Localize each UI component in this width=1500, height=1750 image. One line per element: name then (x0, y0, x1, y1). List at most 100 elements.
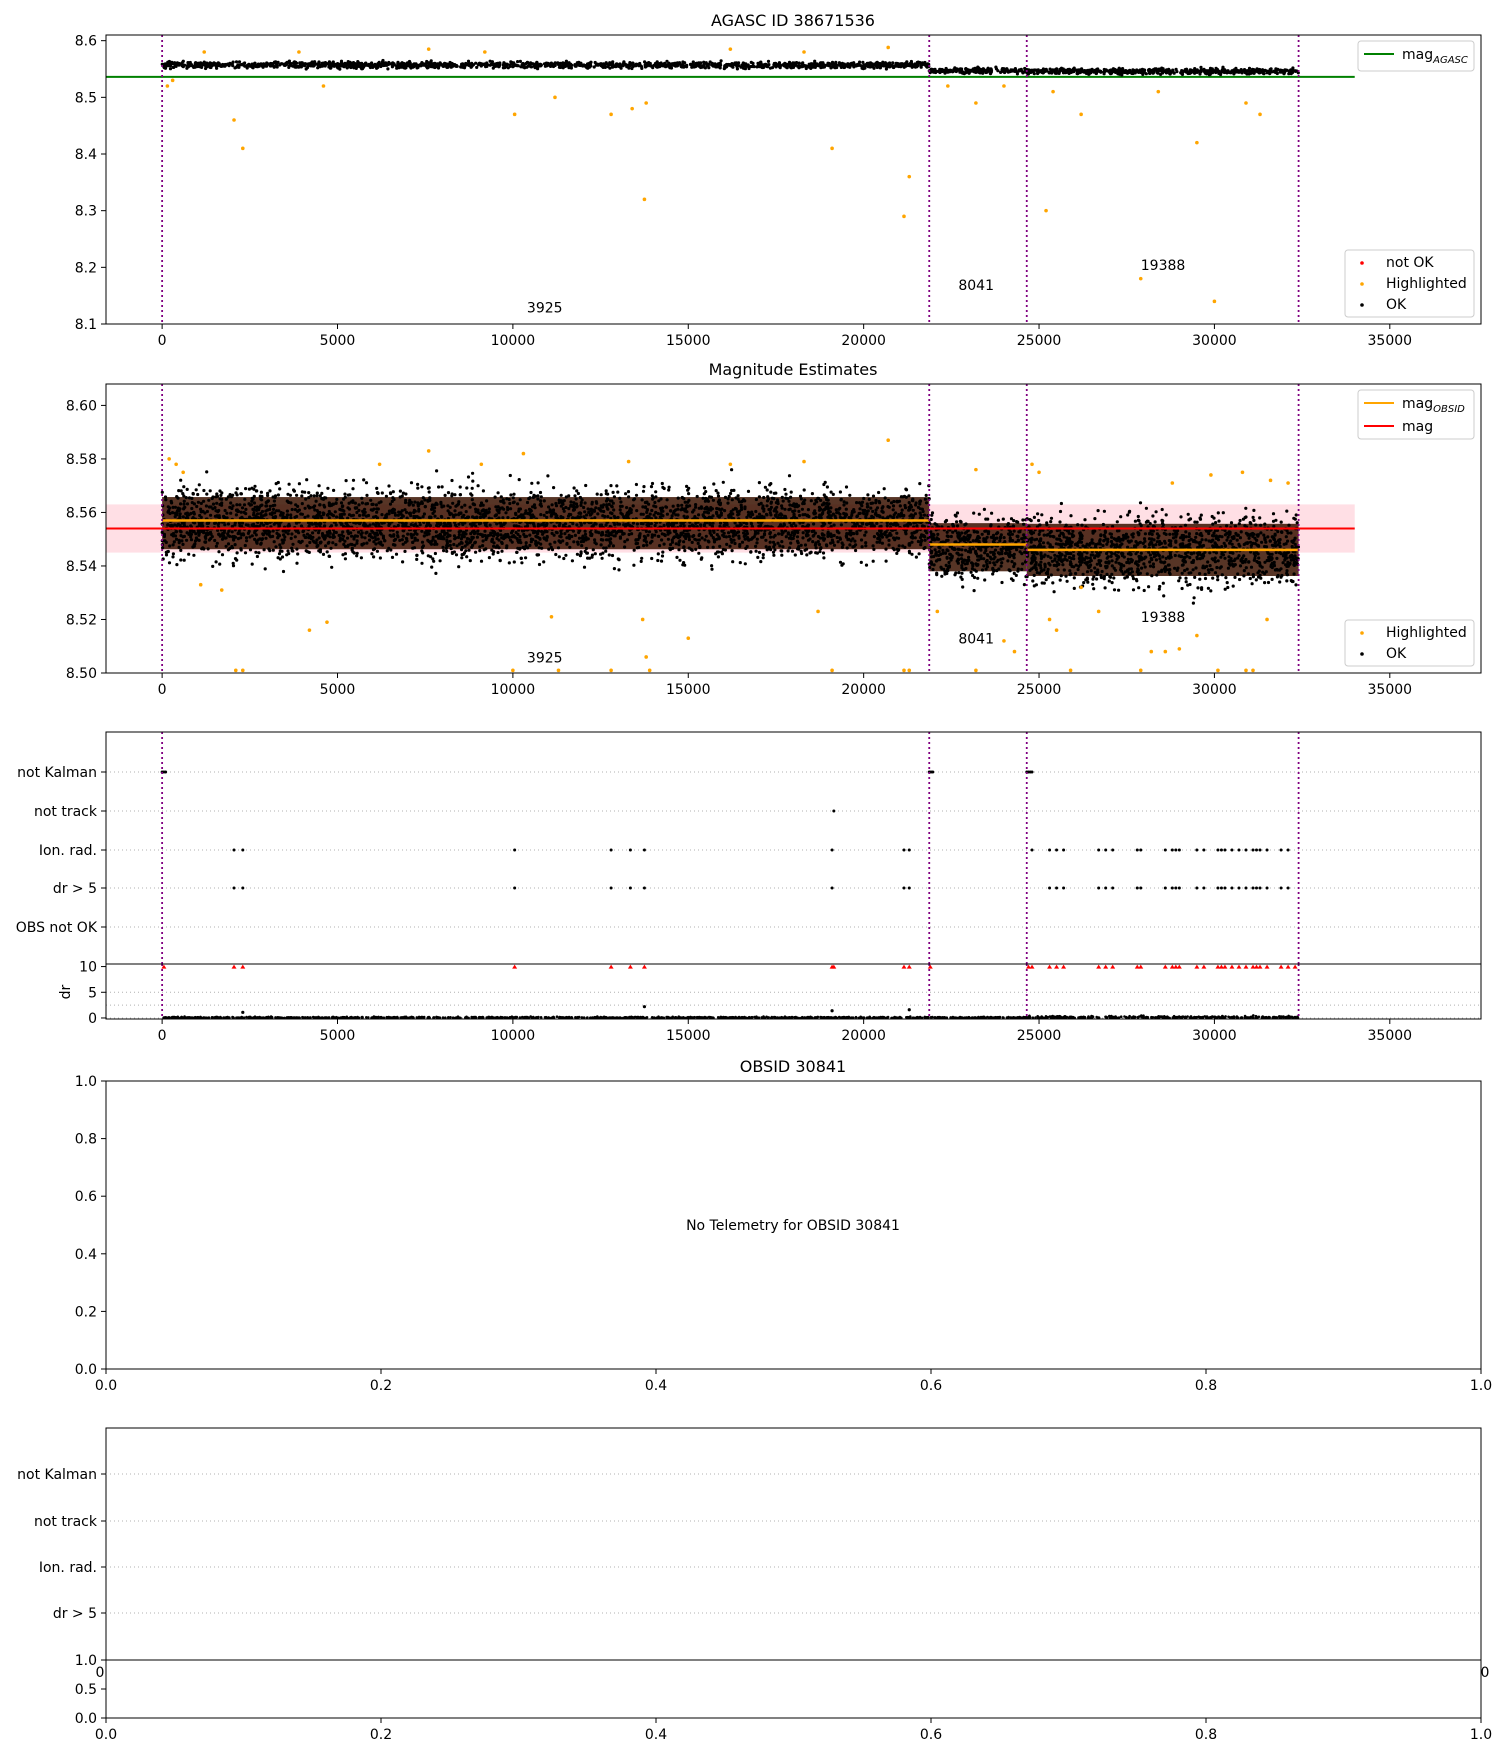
ok-point (300, 490, 304, 494)
ok-point (215, 501, 219, 505)
ok-point (272, 65, 276, 69)
ok-point (254, 489, 258, 493)
ok-point (617, 568, 621, 572)
ok-point (554, 552, 558, 557)
ok-point (1198, 72, 1202, 76)
ok-point (439, 500, 443, 504)
highlighted-point (1195, 140, 1199, 145)
ok-point (246, 531, 250, 536)
ok-point (642, 534, 647, 538)
ok-point (202, 488, 206, 493)
y-tick-label: 8.6 (75, 34, 97, 50)
ok-point (593, 516, 597, 520)
ok-point (244, 511, 248, 516)
ok-point (335, 63, 339, 67)
ok-point (298, 61, 302, 65)
ok-point (780, 532, 784, 536)
ok-point (727, 531, 731, 535)
ok-point (753, 530, 758, 534)
ok-point (403, 62, 407, 66)
ok-point (315, 494, 319, 498)
ok-point (694, 62, 698, 66)
ok-point (681, 60, 685, 64)
ok-point (509, 507, 513, 511)
ok-point (182, 502, 186, 506)
ok-point (165, 64, 170, 68)
ok-point (1003, 69, 1007, 74)
ok-point (386, 62, 390, 66)
ok-point (457, 500, 461, 504)
ok-point (532, 503, 537, 507)
ok-point (338, 536, 342, 540)
ok-point (292, 64, 296, 68)
ok-point (278, 63, 282, 67)
ok-point (292, 61, 296, 65)
ok-point (231, 60, 235, 64)
ok-point (371, 522, 375, 526)
ok-point (834, 64, 838, 68)
ok-point (743, 67, 748, 71)
ok-point (521, 545, 525, 550)
ok-point (772, 61, 777, 66)
ok-point (609, 484, 613, 488)
ok-point (881, 505, 885, 509)
ok-point (682, 540, 686, 544)
ok-point (293, 515, 297, 519)
ok-point (179, 502, 183, 506)
ok-point (707, 540, 711, 544)
ok-point (352, 65, 356, 69)
ok-point (471, 471, 475, 475)
ok-point (171, 552, 175, 556)
ok-point (871, 559, 875, 563)
ok-point (286, 532, 290, 536)
ok-point (895, 531, 899, 535)
ok-point (488, 59, 492, 63)
ok-point (381, 58, 385, 63)
ok-point (539, 63, 543, 67)
ok-point (556, 61, 560, 65)
ok-point (370, 552, 374, 556)
ok-point (285, 509, 289, 513)
ok-point (396, 523, 400, 528)
ok-point (328, 66, 333, 70)
ok-point (1197, 69, 1201, 73)
ok-point (610, 63, 615, 67)
ok-point (762, 532, 767, 536)
ok-point (244, 507, 248, 511)
ok-point (496, 491, 500, 495)
ok-point (324, 544, 328, 548)
ok-point (1214, 68, 1218, 72)
ok-point (872, 547, 876, 552)
ok-point (680, 503, 684, 507)
ok-point (604, 533, 608, 537)
ok-point (497, 516, 501, 520)
ok-point (746, 513, 751, 517)
ok-point (160, 490, 164, 494)
ok-point (505, 62, 509, 66)
ok-point (387, 484, 391, 488)
ok-point (314, 499, 318, 503)
ok-point (918, 502, 922, 506)
ok-point (197, 531, 201, 536)
ok-point (287, 59, 291, 63)
ok-point (1102, 67, 1106, 72)
ok-point (754, 549, 758, 553)
ok-point (832, 543, 837, 547)
ok-point (955, 68, 959, 72)
ok-point (615, 484, 619, 488)
ok-point (907, 494, 911, 498)
ok-point (1041, 67, 1045, 71)
ok-point (802, 488, 806, 492)
ok-point (732, 488, 736, 492)
ok-point (474, 524, 478, 528)
ok-point (241, 63, 245, 67)
ok-point (395, 530, 399, 535)
ok-point (797, 61, 801, 65)
ok-point (634, 482, 639, 487)
ok-point (276, 536, 280, 540)
ok-point (1217, 69, 1221, 73)
ok-point (552, 486, 556, 490)
ok-point (524, 541, 528, 545)
ok-point (219, 493, 223, 497)
ok-point (446, 491, 451, 495)
